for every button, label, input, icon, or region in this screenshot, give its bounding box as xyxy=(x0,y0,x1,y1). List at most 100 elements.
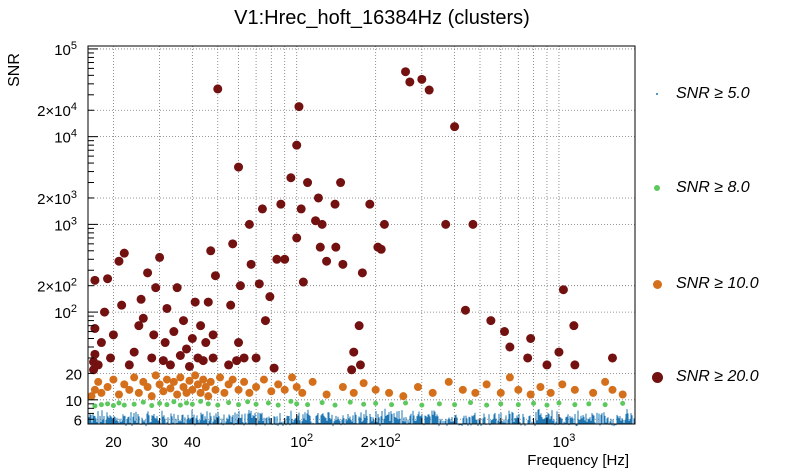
x-tick-label: 102 xyxy=(290,432,313,451)
snr-10-point xyxy=(185,376,194,385)
snr-8-point xyxy=(602,402,608,408)
snr-8-point xyxy=(484,402,490,408)
snr-20-point xyxy=(260,316,270,326)
snr-20-point xyxy=(96,338,106,348)
snr-8-point xyxy=(157,400,163,406)
snr-20-point xyxy=(178,316,188,326)
snr-10-point xyxy=(349,388,358,397)
snr-20-point xyxy=(269,363,279,373)
snr-8-point xyxy=(226,400,232,406)
snr-8-point xyxy=(110,403,116,409)
snr-20-point xyxy=(158,356,168,366)
snr-10-point xyxy=(188,385,197,394)
snr-20-point xyxy=(187,333,197,343)
legend: SNR ≥ 5.0 SNR ≥ 8.0 SNR ≥ 10.0 SNR ≥ 20.… xyxy=(650,60,800,400)
snr-20-point xyxy=(108,330,118,340)
snr-8-point xyxy=(177,402,183,408)
snr-20-point xyxy=(196,321,206,331)
snr-8-point xyxy=(131,401,137,407)
snr-20-point xyxy=(160,338,170,348)
snr-20-point xyxy=(336,178,346,188)
snr-20-point xyxy=(296,204,306,214)
series-snr-20 xyxy=(89,67,617,375)
snr-8-point xyxy=(184,400,190,406)
snr-20-point xyxy=(226,300,236,310)
snr-20-point xyxy=(138,313,148,323)
snr-20-point xyxy=(355,360,365,370)
snr-10-point xyxy=(385,388,394,397)
snr-20-point xyxy=(151,283,161,293)
snr-20-point xyxy=(354,321,364,331)
snr-20-point xyxy=(311,216,321,226)
snr-20-point xyxy=(460,305,470,315)
snr-20-point xyxy=(365,199,375,209)
legend-marker-snr-8 xyxy=(650,181,664,195)
snr-10-point xyxy=(245,388,254,397)
snr-10-point xyxy=(514,385,523,394)
snr-20-point xyxy=(523,353,533,363)
snr-10-point xyxy=(338,382,347,391)
snr-8-point xyxy=(288,398,294,404)
snr-20-point xyxy=(234,338,244,348)
snr-8-point xyxy=(403,400,409,406)
snr-8-point xyxy=(620,400,626,406)
snr-10-point xyxy=(570,385,579,394)
snr-20-point xyxy=(468,219,478,229)
snr-20-point xyxy=(149,330,159,340)
snr-10-point xyxy=(259,375,268,384)
snr-10-point xyxy=(589,388,598,397)
snr-10-point xyxy=(546,388,555,397)
snr-8-point xyxy=(436,401,442,407)
snr-20-point xyxy=(376,244,386,254)
snr-8-point xyxy=(586,401,592,407)
snr-20-point xyxy=(570,360,580,370)
snr-20-point xyxy=(90,324,100,334)
axis-layer: 20 30 40 102 2×102 103 6 10 20 102 2×102 103 2×103 10… xyxy=(37,40,575,451)
snr-20-point xyxy=(505,342,515,352)
legend-label-snr-10: SNR ≥ 10.0 xyxy=(676,275,759,292)
snr-8-point xyxy=(116,400,122,406)
snr-20-point xyxy=(265,292,275,302)
snr-20-point xyxy=(317,219,327,229)
snr-10-point xyxy=(169,377,178,386)
snr-20-point xyxy=(201,338,211,348)
snr-10-point xyxy=(428,388,437,397)
snr-8-point xyxy=(498,401,504,407)
y-tick-label: 2×104 xyxy=(37,101,77,120)
snr-20-point xyxy=(417,74,427,84)
snr-20-point xyxy=(224,360,234,370)
snr-20-point xyxy=(441,219,451,229)
snr-20-point xyxy=(424,85,434,95)
snr-20-point xyxy=(542,360,552,370)
snr-20-point xyxy=(246,259,256,269)
snr-10-point xyxy=(536,382,545,391)
snr-20-point xyxy=(239,353,249,363)
y-tick-label: 103 xyxy=(54,215,77,234)
snr-10-point xyxy=(90,385,99,394)
snr-10-point xyxy=(199,375,208,384)
snr-10-point xyxy=(179,382,188,391)
snr-8-point xyxy=(215,402,221,408)
snr-8-point xyxy=(121,402,127,408)
snr-8-point xyxy=(198,398,204,404)
snr-10-point xyxy=(274,380,283,389)
snr-8-point xyxy=(189,401,195,407)
snr-10-point xyxy=(162,375,171,384)
snr-20-point xyxy=(190,297,200,307)
y-tick-label: 6 xyxy=(74,412,82,429)
snr-20-point xyxy=(251,353,261,363)
snr-20-point xyxy=(347,365,357,375)
series-snr-8 xyxy=(92,398,626,409)
legend-marker-snr-5 xyxy=(650,87,664,101)
legend-marker-snr-10 xyxy=(650,277,664,291)
legend-entry-snr-8: SNR ≥ 8.0 xyxy=(650,176,750,200)
snr-8-point xyxy=(140,399,146,405)
snr-20-point xyxy=(90,349,100,359)
snr-10-point xyxy=(114,390,123,399)
snr-20-point xyxy=(330,199,340,209)
snr-10-point xyxy=(322,390,331,399)
snr-8-point xyxy=(275,402,281,408)
legend-label-snr-20: SNR ≥ 20.0 xyxy=(676,368,759,385)
snr-8-point xyxy=(531,400,537,406)
snr-20-point xyxy=(93,360,103,370)
